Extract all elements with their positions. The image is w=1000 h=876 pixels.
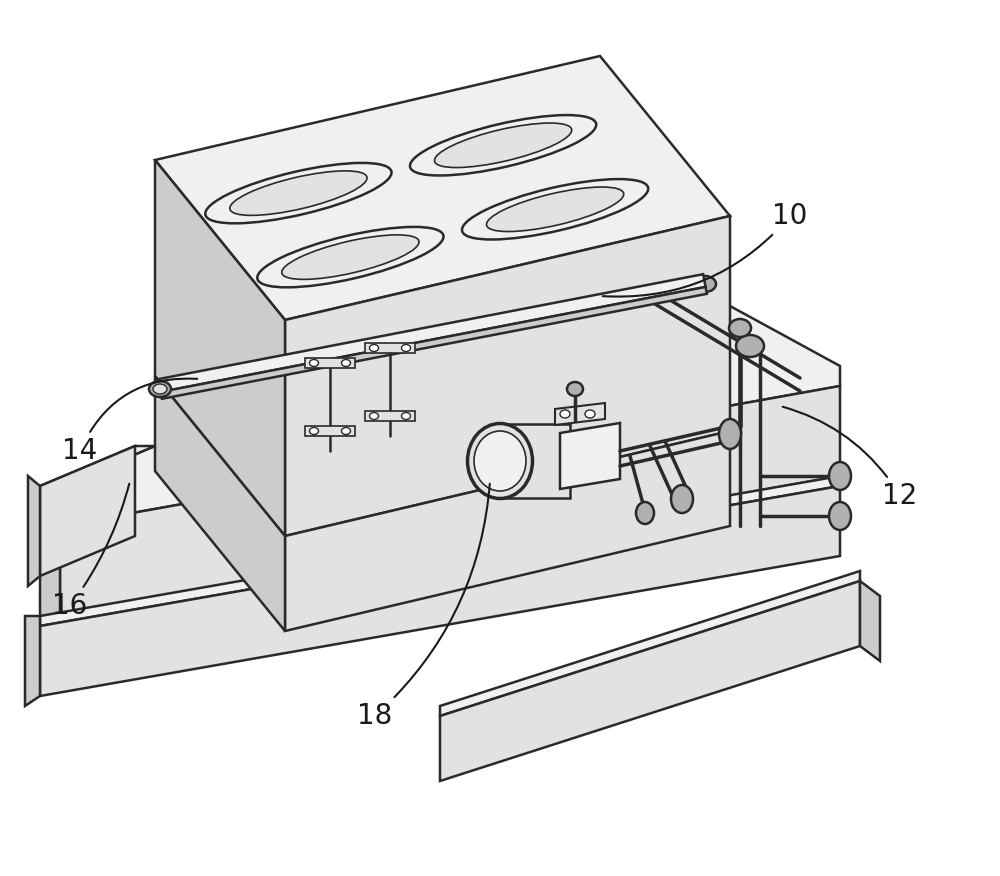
Ellipse shape: [719, 419, 741, 449]
Polygon shape: [60, 306, 840, 526]
Ellipse shape: [474, 431, 526, 491]
Ellipse shape: [567, 382, 583, 396]
Polygon shape: [440, 571, 860, 716]
Polygon shape: [158, 274, 706, 392]
Ellipse shape: [636, 502, 654, 524]
Ellipse shape: [560, 410, 570, 418]
Text: 12: 12: [783, 406, 918, 510]
Ellipse shape: [486, 187, 624, 231]
Ellipse shape: [370, 344, 378, 351]
Ellipse shape: [736, 335, 764, 357]
Polygon shape: [40, 486, 840, 696]
Polygon shape: [40, 446, 135, 576]
Polygon shape: [365, 343, 415, 353]
Polygon shape: [440, 581, 860, 781]
Polygon shape: [285, 216, 730, 536]
Ellipse shape: [585, 410, 595, 418]
Text: 16: 16: [52, 484, 129, 620]
Ellipse shape: [153, 384, 167, 394]
Polygon shape: [60, 386, 840, 616]
Polygon shape: [285, 431, 730, 631]
Ellipse shape: [829, 502, 851, 530]
Ellipse shape: [342, 427, 351, 434]
Ellipse shape: [462, 179, 648, 239]
Polygon shape: [305, 426, 355, 436]
Ellipse shape: [230, 171, 367, 215]
Polygon shape: [560, 423, 620, 489]
Ellipse shape: [402, 413, 411, 420]
Polygon shape: [161, 287, 707, 399]
Text: 18: 18: [357, 484, 490, 730]
Text: 10: 10: [603, 202, 808, 297]
Ellipse shape: [410, 115, 596, 175]
Polygon shape: [305, 358, 355, 368]
Ellipse shape: [434, 123, 572, 167]
Polygon shape: [155, 376, 285, 631]
Ellipse shape: [468, 423, 532, 498]
Polygon shape: [155, 160, 285, 536]
Polygon shape: [155, 56, 730, 320]
Ellipse shape: [149, 381, 171, 397]
Polygon shape: [365, 411, 415, 421]
Polygon shape: [25, 616, 40, 706]
Polygon shape: [860, 581, 880, 661]
Ellipse shape: [671, 485, 693, 513]
Ellipse shape: [729, 319, 751, 337]
Ellipse shape: [310, 359, 318, 366]
Text: 14: 14: [62, 378, 197, 465]
Ellipse shape: [829, 462, 851, 490]
Ellipse shape: [282, 235, 419, 279]
Polygon shape: [28, 476, 40, 586]
Ellipse shape: [205, 163, 392, 223]
Ellipse shape: [342, 359, 351, 366]
Ellipse shape: [310, 427, 318, 434]
Polygon shape: [40, 446, 155, 486]
Ellipse shape: [257, 227, 444, 287]
Polygon shape: [555, 403, 605, 425]
Ellipse shape: [370, 413, 378, 420]
Ellipse shape: [694, 276, 716, 292]
Polygon shape: [40, 476, 840, 626]
Ellipse shape: [402, 344, 411, 351]
Polygon shape: [500, 424, 570, 498]
Polygon shape: [40, 486, 60, 636]
